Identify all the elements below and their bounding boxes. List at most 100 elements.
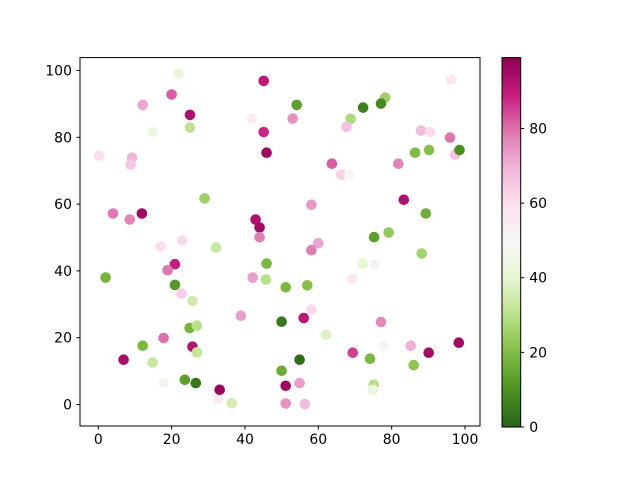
scatter-point <box>320 329 332 341</box>
scatter-point <box>184 109 196 121</box>
colorbar-tick-label: 0 <box>529 420 538 436</box>
scatter-point <box>137 99 148 111</box>
y-tick-label: 20 <box>54 331 72 347</box>
scatter-point <box>423 144 435 156</box>
scatter-point <box>347 347 359 359</box>
scatter-point <box>375 316 387 328</box>
scatter-point <box>280 282 292 293</box>
scatter-point <box>294 354 305 366</box>
scatter-point <box>341 121 352 133</box>
scatter-point <box>280 380 292 392</box>
colorbar-tick-label: 60 <box>529 196 547 212</box>
scatter-point <box>155 241 166 252</box>
x-tick-label: 80 <box>383 432 401 448</box>
scatter-point <box>364 353 376 365</box>
scatter-point <box>247 272 258 283</box>
scatter-point <box>166 89 177 100</box>
scatter-point <box>420 208 432 219</box>
scatter-point <box>444 132 456 143</box>
scatter-point <box>176 288 187 299</box>
scatter-point <box>179 374 191 386</box>
x-tick-label: 60 <box>309 432 327 448</box>
scatter-point <box>118 354 129 366</box>
scatter-point <box>423 347 435 359</box>
scatter-point <box>453 337 465 349</box>
scatter-point <box>184 122 196 133</box>
scatter-point <box>210 242 222 253</box>
scatter-point <box>369 259 381 270</box>
y-tick-label: 60 <box>54 197 72 213</box>
scatter-point <box>214 384 225 396</box>
scatter-point <box>147 357 158 368</box>
scatter-point <box>191 347 203 358</box>
scatter-point <box>302 280 313 291</box>
scatter-point <box>147 126 158 138</box>
scatter-point <box>187 295 198 307</box>
scatter-point <box>335 169 347 180</box>
scatter-point <box>408 359 420 371</box>
scatter-point <box>254 222 265 233</box>
scatter-point <box>212 393 224 405</box>
scatter-point <box>93 150 105 161</box>
scatter-point <box>173 68 184 79</box>
scatter-point <box>299 398 311 410</box>
scatter-point <box>280 398 292 409</box>
scatter-point <box>393 158 404 169</box>
scatter-point <box>294 377 305 389</box>
scatter-point <box>199 193 210 204</box>
scatter-point <box>107 208 119 219</box>
scatter-point <box>306 244 317 256</box>
colorbar-tick-label: 80 <box>529 121 547 137</box>
scatter-point <box>306 304 317 315</box>
scatter-point <box>246 113 258 124</box>
scatter-point <box>409 147 421 158</box>
scatter-point <box>258 75 270 87</box>
scatter-point <box>405 340 417 352</box>
scatter-point <box>260 274 272 285</box>
scatter-point <box>345 113 356 125</box>
scatter-point <box>261 258 272 269</box>
colorbar-tick-label: 20 <box>529 345 547 361</box>
scatter-point <box>226 397 238 409</box>
scatter-point <box>158 377 169 388</box>
scatter-point <box>136 208 148 219</box>
y-tick-label: 100 <box>45 64 72 80</box>
scatter-point <box>326 158 338 169</box>
scatter-point <box>415 125 427 136</box>
scatter-point <box>306 199 317 211</box>
scatter-point <box>276 365 287 377</box>
colorbar-tick-label: 40 <box>529 271 547 287</box>
scatter-point <box>424 126 436 138</box>
scatter-point <box>346 273 358 285</box>
y-tick-label: 0 <box>63 398 72 414</box>
scatter-point <box>298 312 310 324</box>
scatter-point <box>169 258 181 270</box>
y-tick-label: 80 <box>54 130 72 146</box>
scatter-point <box>357 102 369 113</box>
x-tick-label: 100 <box>452 432 479 448</box>
scatter-point <box>137 340 148 352</box>
scatter-point <box>445 74 457 85</box>
scatter-point <box>368 231 380 243</box>
scatter-point <box>313 237 324 249</box>
scatter-point <box>287 113 299 124</box>
scatter-point <box>375 98 387 109</box>
colorbar <box>501 57 522 428</box>
scatter-point <box>162 264 173 276</box>
scatter-point <box>398 194 410 206</box>
scatter-point <box>250 214 261 225</box>
scatter-point <box>191 320 203 332</box>
x-tick-label: 0 <box>94 432 103 448</box>
scatter-point <box>177 235 188 246</box>
scatter-point <box>100 272 111 283</box>
scatter-point <box>344 169 355 180</box>
scatter-point <box>158 332 169 344</box>
scatter-point <box>125 159 136 170</box>
scatter-point <box>454 144 465 156</box>
scatter-point <box>261 147 272 158</box>
scatter-point <box>258 126 270 138</box>
y-tick-label: 40 <box>54 264 72 280</box>
axes-frame <box>79 57 481 427</box>
